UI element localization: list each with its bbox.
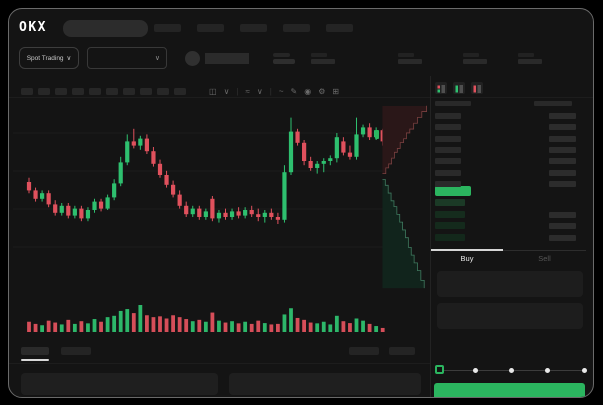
nav-item-placeholder[interactable] bbox=[154, 24, 181, 32]
last-price-value-placeholder bbox=[273, 59, 295, 64]
orderbook-ask-amount bbox=[549, 180, 576, 187]
app-window: OKX Spot Trading ∨ ∨ ◫ ∨ | ≈ ∨ | ~ ✎ ◉ ⚙ ⊞ Buy Sel… bbox=[8, 8, 594, 398]
nav-item-placeholder[interactable] bbox=[197, 24, 224, 32]
timeframe-button[interactable] bbox=[106, 88, 118, 95]
chevron-down-icon[interactable]: ∨ bbox=[223, 86, 230, 96]
orderbook-ask-amount bbox=[549, 158, 576, 165]
camera-icon[interactable]: ◉ bbox=[304, 86, 312, 96]
last-price-marker bbox=[375, 130, 379, 139]
orderbook-ask-amount bbox=[549, 124, 576, 131]
timeframe-button[interactable] bbox=[38, 88, 50, 95]
search-input[interactable] bbox=[63, 20, 148, 37]
orderbook-bid-amount bbox=[549, 211, 576, 218]
indicator-icon[interactable]: ≈ bbox=[245, 86, 250, 96]
stat-value-placeholder bbox=[311, 59, 335, 64]
timeframe-button[interactable] bbox=[21, 88, 33, 95]
coin-icon bbox=[185, 51, 200, 66]
orderbook-ask-price[interactable] bbox=[435, 124, 461, 131]
price-field[interactable] bbox=[437, 271, 583, 297]
pair-selector-dropdown[interactable]: ∨ bbox=[87, 47, 167, 69]
market-type-label: Spot Trading bbox=[26, 54, 64, 62]
slider-stop-dot[interactable] bbox=[581, 368, 587, 373]
nav-item-placeholder[interactable] bbox=[283, 24, 310, 32]
stat-label-placeholder bbox=[311, 53, 327, 57]
divider: | bbox=[269, 86, 272, 96]
slider-stop-dot[interactable] bbox=[472, 368, 478, 373]
candlestick-chart[interactable] bbox=[13, 98, 385, 333]
orderbook-ask-amount bbox=[549, 135, 576, 142]
timeframe-button[interactable] bbox=[174, 88, 186, 95]
orderbook-ask-price[interactable] bbox=[435, 135, 461, 142]
timeframe-button[interactable] bbox=[123, 88, 135, 95]
stat-label-placeholder bbox=[518, 53, 534, 57]
last-price-highlight[interactable] bbox=[435, 186, 471, 196]
divider: | bbox=[236, 86, 239, 96]
tab-divider bbox=[503, 250, 586, 251]
tab-sell[interactable]: Sell bbox=[538, 254, 551, 263]
bottom-tab[interactable] bbox=[21, 347, 49, 355]
orderbook-ask-amount bbox=[549, 146, 576, 153]
fullscreen-icon[interactable]: ⊞ bbox=[332, 86, 340, 96]
orderbook-ask-price[interactable] bbox=[435, 113, 461, 119]
orderbook-ask-price[interactable] bbox=[435, 146, 461, 153]
chevron-down-icon: ∨ bbox=[66, 55, 72, 62]
last-price-placeholder bbox=[273, 53, 290, 57]
buy-tab-indicator bbox=[431, 249, 503, 251]
market-type-dropdown[interactable]: Spot Trading ∨ bbox=[19, 47, 79, 69]
chart-tools: ◫ ∨ | ≈ ∨ | ~ ✎ ◉ ⚙ ⊞ bbox=[209, 85, 339, 97]
orderbook-bid-price[interactable] bbox=[435, 233, 465, 241]
tab-buy[interactable]: Buy bbox=[460, 254, 474, 263]
okx-logo: OKX bbox=[19, 20, 47, 35]
panel-divider bbox=[430, 76, 431, 397]
stat-value-placeholder bbox=[398, 59, 422, 64]
orderbook-ask-price[interactable] bbox=[435, 169, 461, 176]
nav-item-placeholder[interactable] bbox=[326, 24, 353, 32]
amount-field[interactable] bbox=[437, 303, 583, 329]
orderbook-both-icon[interactable] bbox=[435, 82, 447, 94]
slider-stop-dot[interactable] bbox=[545, 368, 551, 373]
orderbook-bid-price[interactable] bbox=[435, 222, 465, 229]
orderbook-bid-price[interactable] bbox=[435, 199, 465, 206]
depth-chart bbox=[382, 105, 427, 289]
bottom-tab[interactable] bbox=[61, 347, 91, 355]
stat-label-placeholder bbox=[398, 53, 414, 57]
timeframe-button[interactable] bbox=[157, 88, 169, 95]
orderbook-ask-amount bbox=[549, 169, 576, 176]
orderbook-ask-price[interactable] bbox=[435, 158, 461, 165]
pair-name-placeholder bbox=[205, 53, 249, 64]
orderbook-bid-price[interactable] bbox=[435, 210, 465, 218]
orderbook-bid-amount bbox=[549, 223, 576, 229]
toolbar-divider bbox=[9, 97, 593, 98]
timeframe-button[interactable] bbox=[89, 88, 101, 95]
buy-submit-button[interactable] bbox=[434, 383, 585, 397]
amount-slider-handle[interactable] bbox=[435, 365, 444, 374]
order-input-left[interactable] bbox=[21, 373, 218, 395]
candle-style-icon[interactable]: ◫ bbox=[209, 86, 217, 96]
orderbook-price-header bbox=[435, 101, 471, 106]
orderbook-sells-icon[interactable] bbox=[471, 82, 483, 94]
slider-stop-dot[interactable] bbox=[509, 368, 514, 373]
order-input-right[interactable] bbox=[229, 373, 421, 395]
line-tool-icon[interactable]: ~ bbox=[278, 86, 284, 96]
stat-value-placeholder bbox=[463, 59, 487, 64]
timeframe-button[interactable] bbox=[72, 88, 84, 95]
orderbook-buys-icon[interactable] bbox=[453, 82, 465, 94]
settings-icon[interactable]: ⚙ bbox=[318, 86, 326, 96]
bottom-tab-indicator bbox=[21, 359, 49, 361]
orderbook-ask-price[interactable] bbox=[435, 180, 461, 187]
orderbook-ask-amount bbox=[549, 113, 576, 119]
timeframe-button[interactable] bbox=[55, 88, 67, 95]
timeframe-button[interactable] bbox=[140, 88, 152, 95]
orderbook-amount-header bbox=[534, 101, 572, 106]
chevron-down-icon: ∨ bbox=[154, 55, 160, 62]
draw-tool-icon[interactable]: ✎ bbox=[290, 86, 298, 96]
orderbook-bid-amount bbox=[549, 234, 576, 241]
chevron-down-icon[interactable]: ∨ bbox=[256, 86, 263, 96]
stat-label-placeholder bbox=[463, 53, 479, 57]
bottom-tab[interactable] bbox=[349, 347, 379, 355]
bottom-divider bbox=[9, 363, 430, 364]
nav-item-placeholder[interactable] bbox=[240, 24, 267, 32]
stat-value-placeholder bbox=[518, 59, 542, 64]
bottom-tab[interactable] bbox=[389, 347, 415, 355]
